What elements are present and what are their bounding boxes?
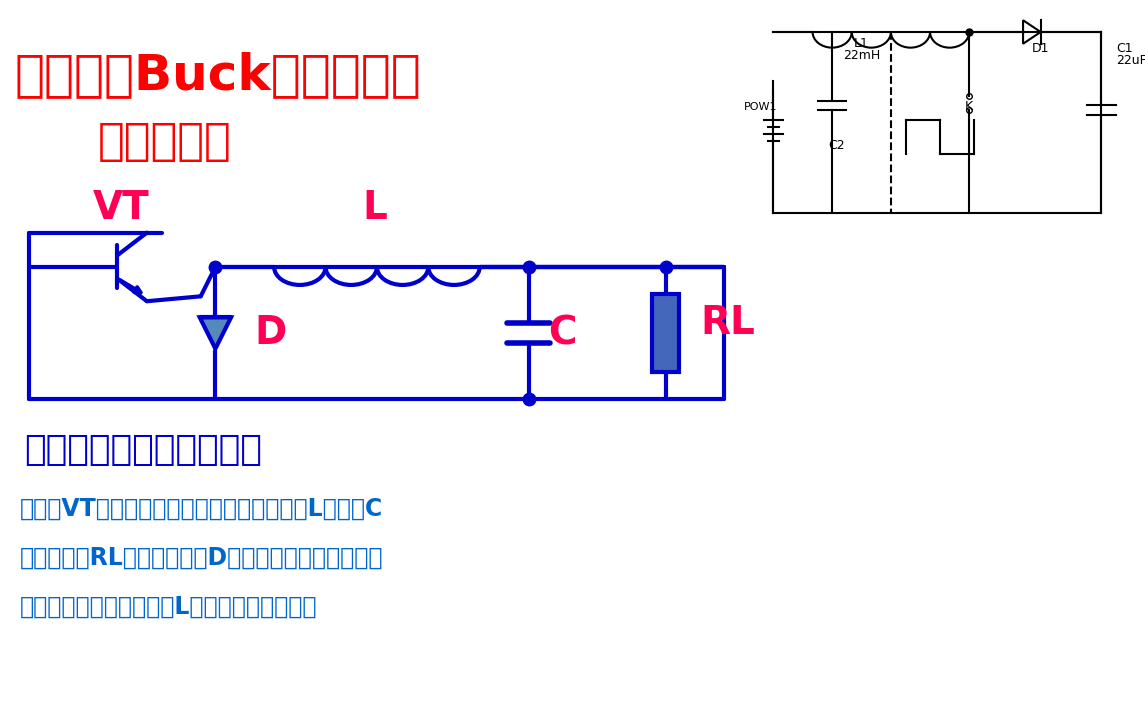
Text: POW1: POW1 [744,102,777,112]
Text: 管截止时导通，保证电感L中的电流不会中断。: 管截止时导通，保证电感L中的电流不会中断。 [19,595,317,619]
Text: RL: RL [700,304,755,342]
Text: L1: L1 [854,37,869,49]
Text: 22uF: 22uF [1116,54,1145,67]
Text: 电路中VT为开关管，工作于开关状态，电感L和电容C: 电路中VT为开关管，工作于开关状态，电感L和电容C [19,497,382,521]
Text: C2: C2 [829,140,845,153]
Text: 储能元件，RL为电源负载，D为续流二极管，它在开关: 储能元件，RL为电源负载，D为续流二极管，它在开关 [19,546,384,570]
Text: K: K [965,100,973,113]
Text: VT: VT [93,189,150,227]
Text: 串联型开关电源基本电路: 串联型开关电源基本电路 [24,433,262,468]
Text: D: D [254,314,286,352]
Text: 工作过程：: 工作过程： [98,120,231,163]
Text: 22mH: 22mH [843,49,881,62]
Polygon shape [199,317,231,349]
Text: L: L [362,189,387,227]
Text: D1: D1 [1032,42,1050,54]
Bar [652,294,679,372]
Text: 串联型（Buck）开关电源: 串联型（Buck）开关电源 [15,52,421,100]
Text: C: C [548,314,577,352]
Text: C1: C1 [1116,42,1132,54]
